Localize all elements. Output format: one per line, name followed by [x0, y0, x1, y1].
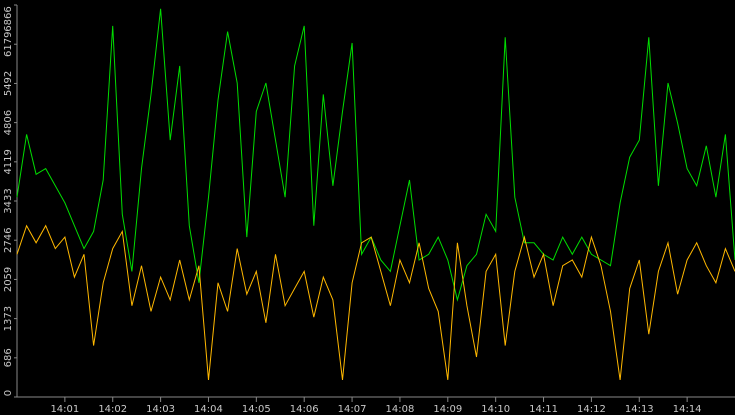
- y-tick-label: 2059: [3, 267, 14, 292]
- y-tick-label: 1373: [3, 306, 14, 331]
- y-tick-label: 6866: [3, 6, 14, 31]
- x-tick-label: 14:13: [625, 404, 654, 415]
- x-tick-label: 14:07: [338, 404, 367, 415]
- y-tick-label: 0: [3, 390, 14, 396]
- x-tick-label: 14:02: [98, 404, 127, 415]
- x-tick-label: 14:10: [481, 404, 510, 415]
- x-tick-label: 14:03: [146, 404, 175, 415]
- x-tick-label: 14:12: [577, 404, 606, 415]
- y-tick-label: 2746: [3, 227, 14, 252]
- x-tick-label: 14:09: [433, 404, 462, 415]
- x-tick-label: 14:06: [290, 404, 319, 415]
- y-tick-label: 6179: [3, 31, 14, 56]
- x-tick-label: 14:11: [529, 404, 558, 415]
- y-tick-label: 3433: [3, 188, 14, 213]
- x-tick-label: 14:14: [673, 404, 702, 415]
- x-tick-label: 14:08: [386, 404, 415, 415]
- x-tick-label: 14:05: [242, 404, 271, 415]
- y-tick-label: 686: [3, 348, 14, 367]
- y-tick-label: 4119: [3, 149, 14, 174]
- data-line: [16, 224, 735, 380]
- y-tick-label: 5492: [3, 71, 14, 96]
- x-tick-label: 14:01: [50, 404, 79, 415]
- y-tick-label: 4806: [3, 110, 14, 135]
- data-line: [16, 8, 735, 302]
- x-tick-label: 14:04: [194, 404, 223, 415]
